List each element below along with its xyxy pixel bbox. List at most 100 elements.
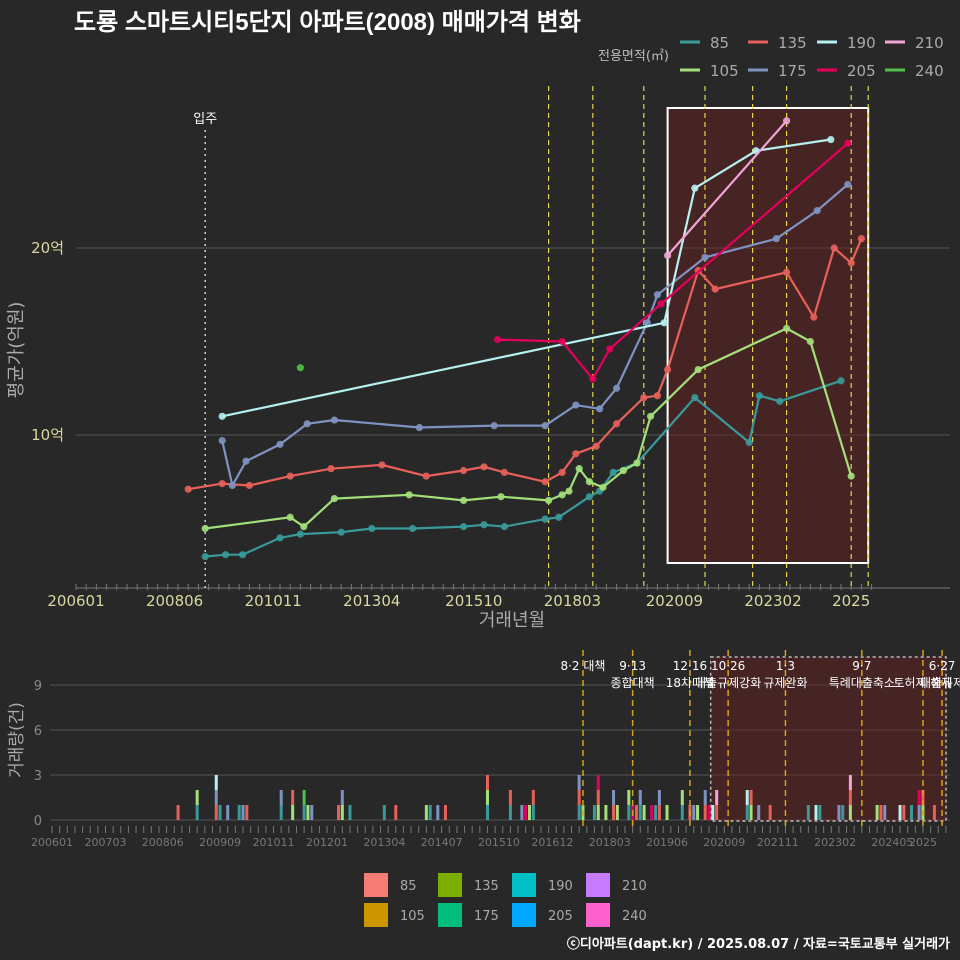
volume-bar bbox=[627, 790, 631, 805]
volume-bar bbox=[226, 805, 230, 820]
data-point-105 bbox=[330, 494, 338, 503]
data-point-85 bbox=[745, 438, 753, 447]
data-point-135 bbox=[711, 285, 719, 293]
data-point-175 bbox=[572, 401, 580, 409]
volume-legend-key-85 bbox=[364, 873, 388, 897]
data-point-175 bbox=[701, 253, 709, 261]
policy-annotation: 대출규제강화 bbox=[695, 676, 761, 690]
data-point-85 bbox=[409, 524, 417, 533]
data-point-175 bbox=[276, 440, 284, 448]
data-point-135 bbox=[810, 313, 818, 321]
volume-bar bbox=[715, 805, 719, 820]
volume-bar bbox=[195, 805, 199, 820]
volume-bar bbox=[237, 805, 241, 820]
data-point-85 bbox=[609, 468, 617, 476]
data-point-85 bbox=[337, 528, 345, 536]
volume-legend-label-190: 190 bbox=[548, 879, 573, 894]
data-point-85 bbox=[585, 493, 594, 501]
data-point-105 bbox=[585, 478, 594, 486]
data-point-105 bbox=[694, 365, 702, 374]
data-point-105 bbox=[286, 513, 294, 521]
data-point-175 bbox=[242, 457, 250, 465]
legend-label-190: 190 bbox=[847, 34, 876, 52]
data-point-240 bbox=[296, 364, 304, 372]
volume-bar bbox=[214, 790, 218, 805]
policy-annotation: 6·27 bbox=[929, 659, 956, 673]
volume-bar bbox=[921, 790, 925, 805]
data-point-85 bbox=[222, 551, 230, 559]
volume-bar bbox=[596, 790, 600, 805]
volume-bar bbox=[657, 790, 661, 805]
policy-annotation: 토허제 해제 bbox=[893, 676, 952, 690]
volume-bar bbox=[848, 805, 852, 820]
data-point-135 bbox=[830, 244, 838, 252]
data-point-135 bbox=[245, 481, 253, 490]
data-point-135 bbox=[558, 468, 566, 476]
volume-bar bbox=[382, 805, 386, 820]
data-point-135 bbox=[327, 465, 335, 473]
volume-bar bbox=[577, 790, 581, 805]
data-point-210 bbox=[783, 117, 791, 125]
volume-bar bbox=[917, 790, 921, 805]
data-point-105 bbox=[545, 496, 553, 505]
volume-x-tick-label: 200806 bbox=[142, 836, 184, 849]
data-point-135 bbox=[184, 485, 192, 493]
volume-plot: 0 3 6 9 200601 200703 200806 200909 201011 201201… bbox=[31, 650, 960, 849]
data-point-205 bbox=[558, 337, 566, 346]
volume-bar bbox=[302, 790, 306, 805]
data-point-175 bbox=[613, 384, 621, 392]
volume-bar bbox=[703, 790, 707, 805]
volume-bar bbox=[279, 790, 283, 805]
data-point-85 bbox=[201, 552, 209, 561]
data-point-135 bbox=[286, 472, 294, 480]
data-point-190 bbox=[660, 319, 668, 327]
series-line-85 bbox=[205, 379, 842, 558]
data-point-135 bbox=[592, 442, 600, 450]
data-point-105 bbox=[783, 324, 791, 333]
volume-x-tick-label: 202405 bbox=[871, 836, 913, 849]
legend-label-240: 240 bbox=[915, 62, 944, 80]
volume-bar bbox=[703, 805, 707, 820]
x-tick-label: 201011 bbox=[245, 592, 302, 610]
series-line-210 bbox=[666, 120, 788, 257]
volume-bar bbox=[291, 805, 295, 820]
data-point-210 bbox=[664, 251, 672, 260]
volume-bar bbox=[524, 805, 528, 820]
policy-annotation: 규제완화 bbox=[763, 676, 807, 690]
data-point-135 bbox=[664, 365, 672, 374]
x-tick-label: 201510 bbox=[445, 592, 502, 610]
volume-bar bbox=[657, 805, 661, 820]
volume-bar bbox=[340, 790, 344, 805]
volume-bar bbox=[634, 805, 638, 820]
data-point-85 bbox=[555, 513, 563, 521]
volume-legend-key-205 bbox=[512, 903, 536, 927]
volume-x-tick-label: 201612 bbox=[531, 836, 573, 849]
data-point-85 bbox=[541, 515, 549, 523]
data-point-175 bbox=[490, 422, 498, 430]
volume-bar bbox=[592, 805, 596, 820]
volume-bar bbox=[279, 805, 283, 820]
volume-bar bbox=[424, 805, 428, 820]
data-point-135 bbox=[500, 468, 508, 476]
data-point-175 bbox=[415, 423, 423, 432]
data-point-105 bbox=[619, 466, 628, 475]
volume-bar bbox=[577, 775, 581, 790]
data-point-190 bbox=[218, 412, 226, 420]
volume-legend-label-205: 205 bbox=[548, 909, 573, 924]
volume-bar bbox=[848, 790, 852, 805]
x-tick-label: 202302 bbox=[744, 592, 801, 610]
data-point-135 bbox=[541, 478, 549, 486]
volume-bar bbox=[638, 805, 642, 820]
volume-bar bbox=[531, 790, 535, 805]
volume-bar bbox=[218, 805, 222, 820]
legend-label-210: 210 bbox=[915, 34, 944, 52]
volume-bar bbox=[528, 805, 531, 820]
volume-bar bbox=[696, 805, 700, 820]
volume-bar bbox=[692, 805, 696, 820]
volume-bar bbox=[615, 805, 619, 820]
data-point-135 bbox=[218, 480, 226, 488]
data-point-175 bbox=[653, 291, 662, 299]
volume-bar bbox=[806, 805, 810, 820]
